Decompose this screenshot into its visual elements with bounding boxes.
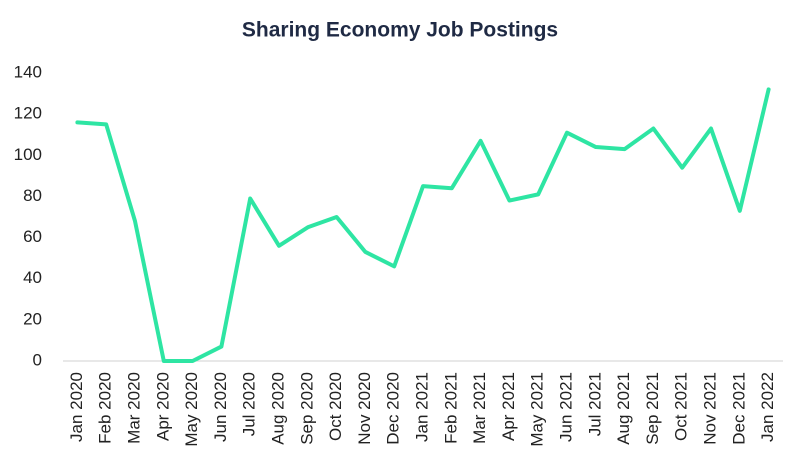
x-tick-label: May 2020 — [182, 372, 201, 447]
x-tick-label: Dec 2020 — [384, 372, 403, 445]
x-tick-label: Jun 2021 — [556, 372, 575, 442]
x-tick-label: Aug 2020 — [268, 372, 287, 445]
y-tick-label: 20 — [23, 309, 42, 328]
x-tick-label: Apr 2021 — [499, 372, 518, 441]
x-tick-label: Apr 2020 — [153, 372, 172, 441]
y-tick-label: 80 — [23, 186, 42, 205]
x-tick-label: Aug 2021 — [614, 372, 633, 445]
x-tick-label: Jan 2020 — [67, 372, 86, 442]
y-tick-label: 100 — [14, 145, 42, 164]
y-tick-label: 120 — [14, 104, 42, 123]
x-tick-label: Sep 2020 — [297, 372, 316, 445]
x-tick-label: Nov 2021 — [700, 372, 719, 445]
y-tick-label: 0 — [33, 350, 42, 369]
x-tick-label: Oct 2021 — [672, 372, 691, 441]
x-tick-label: Feb 2020 — [96, 372, 115, 444]
x-tick-label: Feb 2021 — [441, 372, 460, 444]
x-tick-label: Jul 2020 — [240, 372, 259, 436]
x-tick-label: Jan 2022 — [758, 372, 777, 442]
x-tick-label: Dec 2021 — [729, 372, 748, 445]
y-tick-label: 140 — [14, 62, 42, 81]
line — [75, 87, 771, 363]
y-tick-label: 40 — [23, 268, 42, 287]
x-tick-label: Nov 2020 — [355, 372, 374, 445]
x-tick-label: Mar 2021 — [470, 372, 489, 444]
x-tick-label: Sep 2021 — [643, 372, 662, 445]
x-tick-label: Mar 2020 — [124, 372, 143, 444]
x-tick-label: Oct 2020 — [326, 372, 345, 441]
x-tick-label: May 2021 — [528, 372, 547, 447]
y-tick-label: 60 — [23, 227, 42, 246]
chart-title: Sharing Economy Job Postings — [242, 19, 558, 42]
x-tick-label: Jun 2020 — [211, 372, 230, 442]
x-tick-label: Jan 2021 — [412, 372, 431, 442]
x-tick-label: Jul 2021 — [585, 372, 604, 436]
